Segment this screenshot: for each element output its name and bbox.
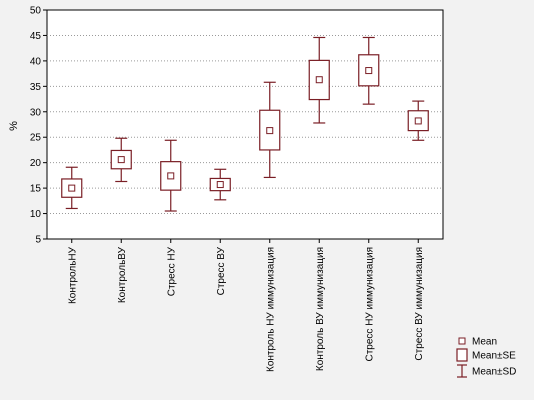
legend: Mean Mean±SE Mean±SD	[456, 337, 516, 378]
x-category-label: Контроль ВУ иммунизация	[315, 247, 326, 371]
mean-marker	[167, 172, 175, 180]
legend-se-symbol	[456, 348, 468, 362]
y-tick-label: 5	[35, 235, 41, 246]
legend-label: Mean	[472, 337, 497, 348]
mean-marker	[414, 117, 422, 125]
mean-marker	[365, 67, 373, 75]
y-tick-label: 20	[30, 158, 42, 169]
box-group	[407, 100, 429, 141]
x-axis-ticks: КонтрольНУ КонтрольВУ Стресс НУ Стресс ВУ Ко…	[67, 239, 425, 372]
box-group	[259, 81, 281, 179]
plot-area	[46, 9, 444, 240]
box-group	[160, 139, 182, 212]
x-category-label: Стресс НУ иммунизация	[364, 247, 375, 362]
x-category-label: КонтрольВУ	[117, 246, 128, 303]
y-tick-label: 35	[30, 82, 42, 93]
box-group	[358, 36, 380, 105]
mean-marker	[117, 156, 125, 164]
y-tick-label: 25	[30, 133, 42, 144]
y-tick-label: 50	[30, 6, 42, 17]
x-category-label: КонтрольНУ	[67, 246, 78, 304]
y-tick-label: 45	[30, 31, 42, 42]
y-tick-label: 40	[30, 56, 42, 67]
box-group	[110, 137, 132, 183]
legend-label: Mean±SD	[472, 367, 516, 378]
y-tick-label: 10	[30, 209, 42, 220]
mean-marker	[266, 127, 274, 135]
x-category-label: Стресс ВУ иммунизация	[414, 247, 425, 361]
y-axis-title: %	[8, 121, 20, 131]
legend-label: Mean±SE	[472, 351, 516, 362]
y-tick-label: 30	[30, 107, 42, 118]
box-group	[61, 166, 83, 210]
mean-marker	[315, 76, 323, 84]
x-category-label: Контроль НУ иммунизация	[265, 247, 276, 372]
mean-marker	[216, 181, 224, 189]
legend-mean-symbol	[458, 337, 466, 345]
x-category-label: Стресс ВУ	[216, 246, 227, 295]
y-axis-ticks: 5 10 15 20 25 30 35 40 45 50	[30, 6, 47, 246]
boxes	[61, 36, 429, 212]
y-tick-label: 15	[30, 184, 42, 195]
x-category-label: Стресс НУ	[166, 246, 177, 296]
box-group	[209, 168, 231, 201]
box-group	[308, 36, 330, 124]
mean-marker	[68, 184, 76, 192]
